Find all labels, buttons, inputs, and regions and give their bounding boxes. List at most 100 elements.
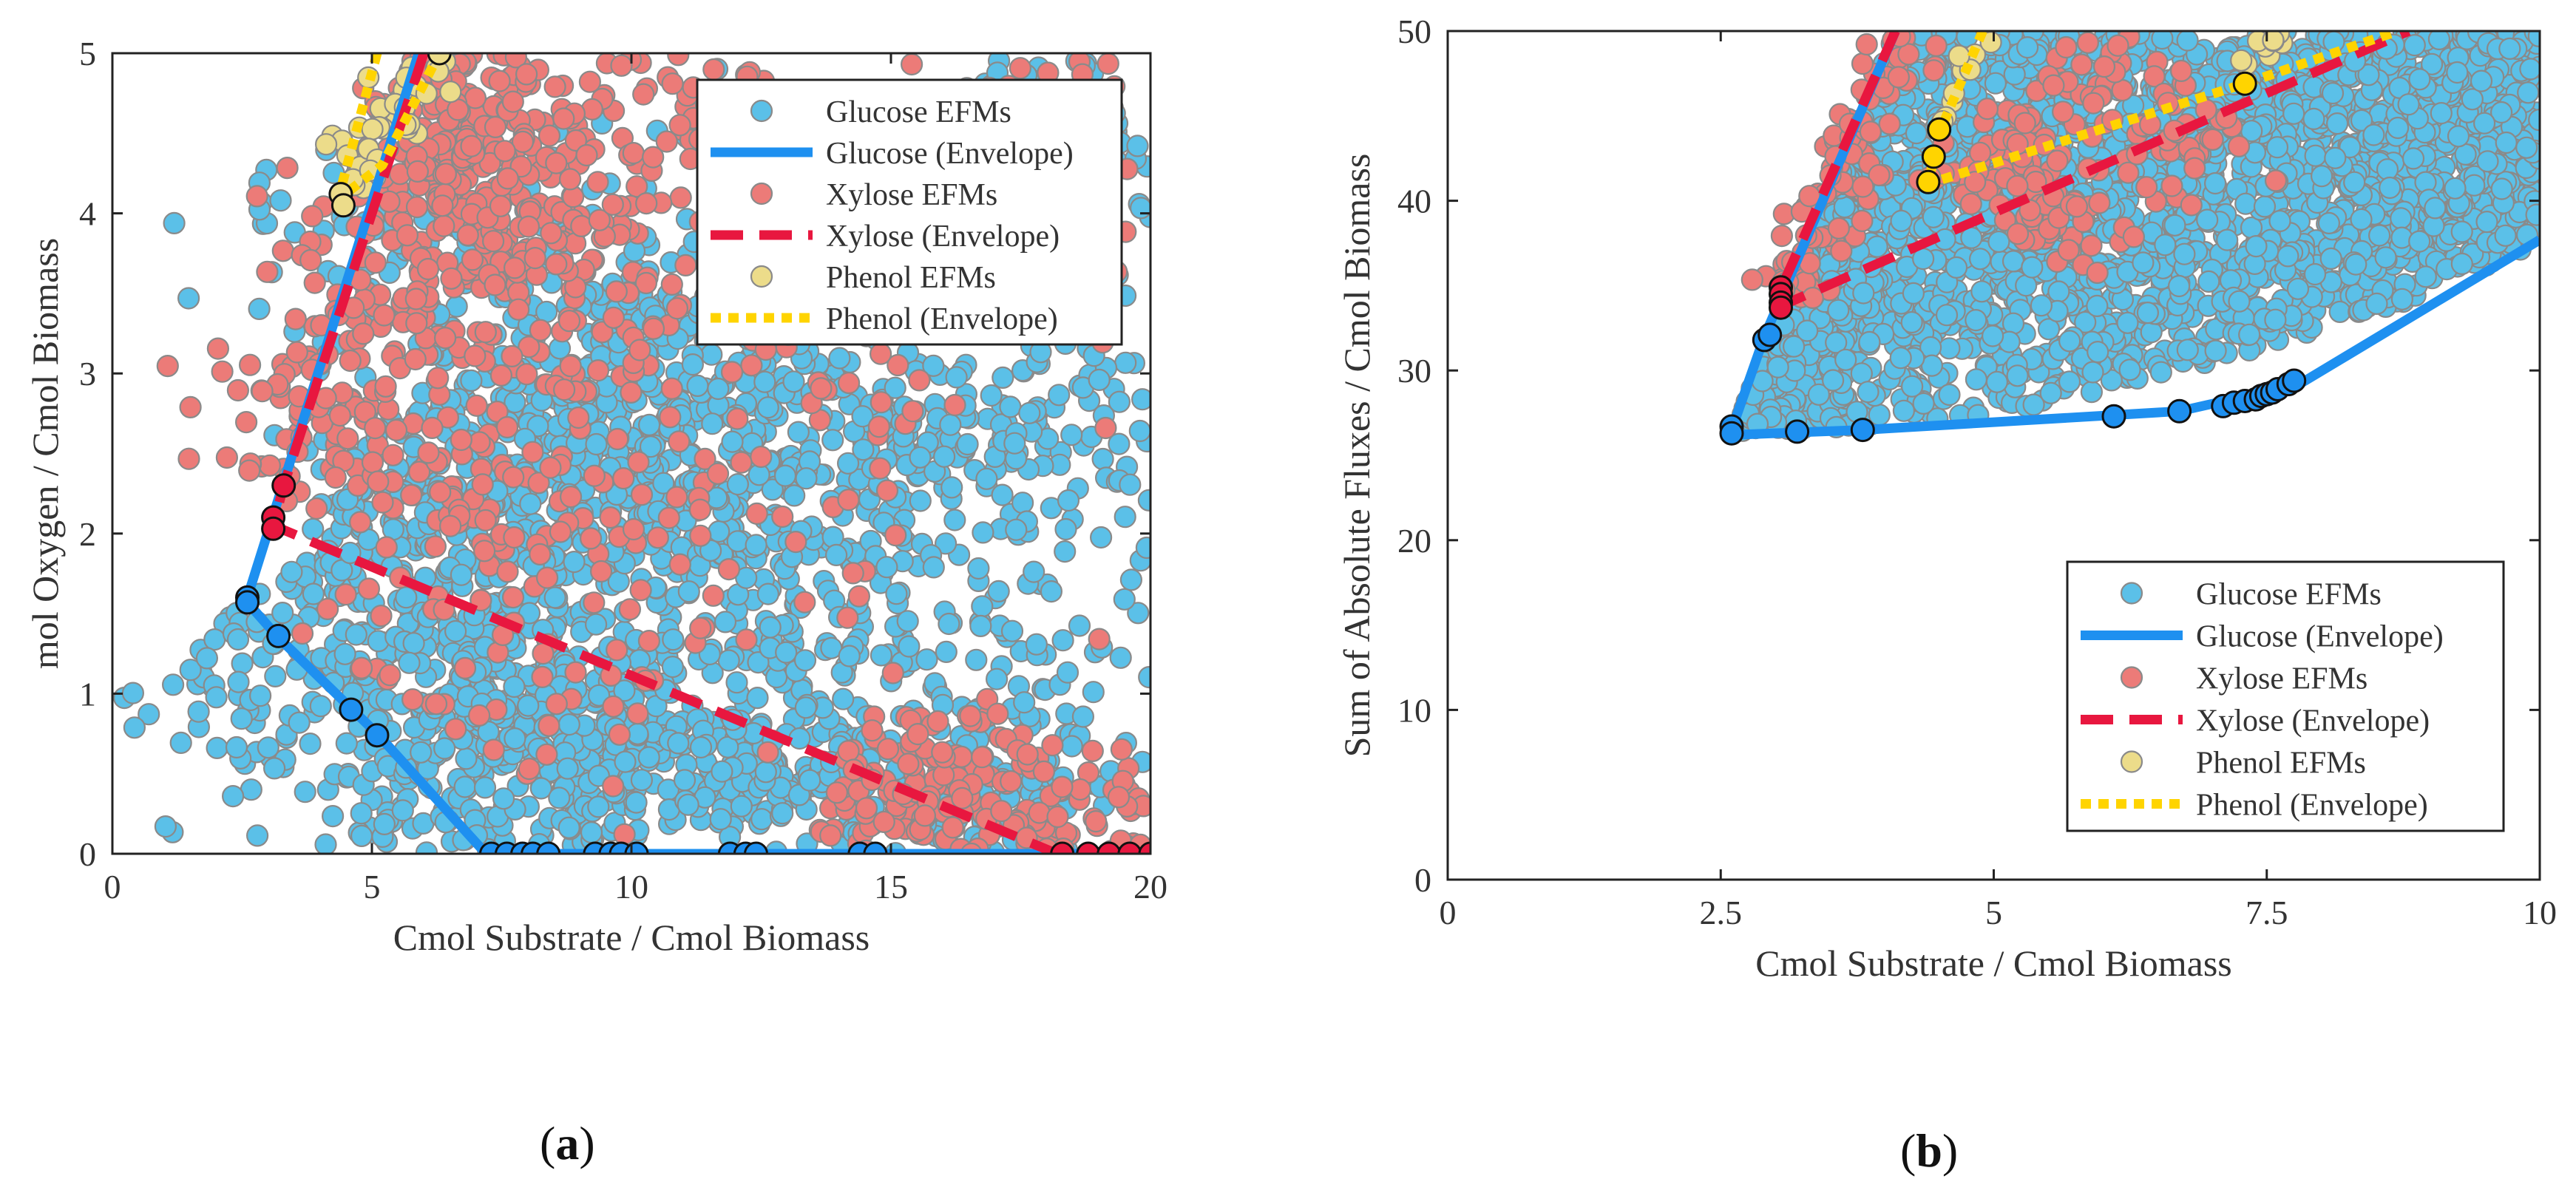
efm-point	[583, 591, 606, 614]
efm-point	[271, 239, 294, 262]
efm-point	[258, 454, 281, 477]
efm-point	[1107, 786, 1131, 809]
efm-point	[187, 700, 210, 723]
efm-point	[975, 467, 998, 490]
x-tick-label: 20	[1133, 868, 1167, 906]
vertex-point	[744, 841, 768, 854]
efm-point	[711, 760, 733, 783]
efm-point	[1056, 661, 1079, 684]
efm-point	[501, 90, 524, 113]
efm-point	[686, 374, 709, 398]
efm-point	[410, 741, 433, 764]
efm-point	[745, 502, 768, 526]
efm-point	[756, 741, 779, 764]
efm-point	[991, 483, 1014, 506]
efm-point	[726, 472, 750, 496]
efm-point	[837, 371, 861, 395]
efm-point	[248, 297, 271, 320]
efm-point	[1138, 666, 1150, 689]
efm-point	[913, 804, 937, 827]
efm-point	[230, 707, 253, 730]
efm-point	[750, 808, 773, 831]
efm-point	[1016, 743, 1039, 766]
efm-point	[898, 635, 921, 658]
efm-point	[444, 619, 467, 643]
efm-point	[837, 489, 860, 512]
efm-point	[819, 824, 842, 847]
legend-label: Phenol (Envelope)	[826, 302, 1058, 336]
efm-point	[1114, 351, 1137, 374]
efm-point	[453, 775, 476, 798]
efm-point	[1113, 588, 1136, 611]
efm-point	[677, 580, 700, 603]
efm-point	[586, 359, 610, 382]
efm-point	[637, 413, 661, 437]
legend-label: Glucose (Envelope)	[826, 137, 1074, 171]
efm-point	[438, 514, 462, 537]
efm-point	[384, 418, 408, 442]
efm-point	[668, 553, 691, 576]
efm-point	[745, 534, 767, 557]
vertex-point	[271, 473, 296, 498]
efm-point	[436, 406, 460, 429]
efm-point	[299, 732, 322, 755]
legend-label: Glucose EFMs	[826, 95, 1011, 129]
efm-point	[922, 556, 945, 579]
efm-point	[1082, 681, 1105, 704]
efm-point	[154, 815, 177, 838]
efm-point	[334, 583, 357, 606]
efm-point	[226, 378, 249, 402]
efm-point	[478, 152, 501, 174]
efm-point	[496, 167, 519, 190]
efm-point	[444, 718, 467, 741]
efm-point	[503, 675, 526, 699]
efm-point	[564, 661, 587, 684]
efm-point	[504, 53, 527, 69]
efm-point	[433, 737, 456, 760]
vertex-point	[1050, 841, 1075, 854]
efm-point	[1018, 401, 1041, 424]
efm-point	[421, 416, 444, 440]
efm-point	[482, 738, 505, 761]
efm-point	[646, 526, 670, 549]
efm-point	[545, 693, 568, 716]
efm-point	[689, 524, 712, 547]
efm-point	[652, 472, 675, 495]
efm-point	[721, 430, 744, 453]
efm-point	[759, 616, 782, 639]
efm-point	[909, 489, 932, 512]
efm-point	[660, 377, 683, 400]
efm-point	[271, 601, 294, 625]
efm-point	[299, 248, 322, 272]
efm-point	[521, 441, 544, 463]
efm-point	[379, 664, 401, 687]
efm-point	[754, 761, 777, 784]
efm-point	[1091, 447, 1114, 471]
efm-point	[943, 509, 966, 531]
efm-point	[460, 135, 483, 157]
efm-point	[626, 702, 649, 725]
efm-point	[956, 432, 979, 456]
efm-point	[875, 556, 898, 579]
efm-point	[552, 378, 576, 401]
efm-point	[1060, 735, 1083, 758]
efm-point	[405, 312, 428, 335]
efm-point	[847, 585, 871, 608]
efm-point	[302, 517, 325, 540]
efm-point	[753, 370, 776, 393]
y-tick-label: 1	[79, 675, 96, 713]
efm-point	[407, 461, 431, 483]
efm-point	[884, 523, 907, 547]
efm-point	[1054, 540, 1077, 563]
legend-label: Xylose EFMs	[826, 178, 997, 212]
vertex-point	[266, 623, 291, 648]
efm-point	[602, 695, 625, 718]
efm-point	[179, 659, 202, 682]
efm-point	[540, 222, 563, 245]
efm-point	[971, 746, 994, 769]
efm-point	[257, 736, 279, 759]
efm-point	[714, 611, 737, 633]
efm-point	[501, 344, 523, 367]
efm-point	[1068, 614, 1091, 637]
